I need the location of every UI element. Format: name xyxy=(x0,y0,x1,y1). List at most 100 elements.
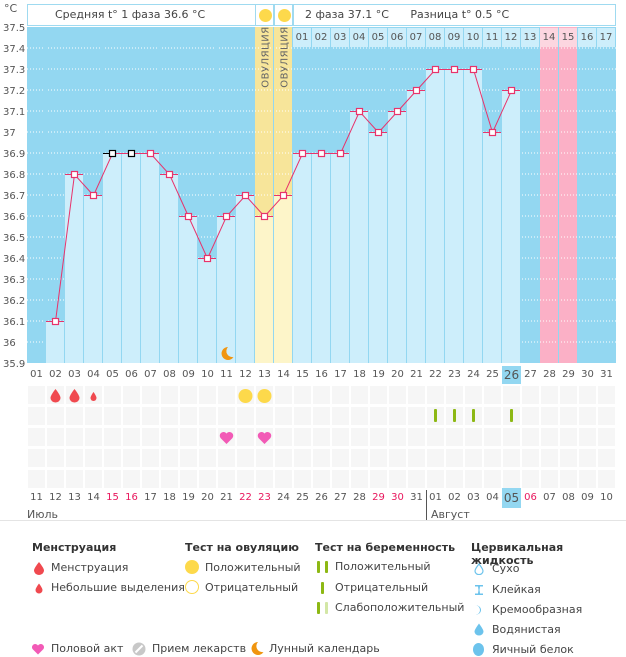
calendar-date-label[interactable]: 24 xyxy=(277,492,290,503)
cycle-day-label[interactable]: 28 xyxy=(543,369,556,380)
event-cell xyxy=(313,428,330,446)
phase2-day-label: 15 xyxy=(559,28,577,47)
temperature-bar xyxy=(65,174,83,363)
calendar-date-label[interactable]: 30 xyxy=(391,492,404,503)
cycle-day-label[interactable]: 01 xyxy=(30,369,43,380)
cycle-day-label[interactable]: 20 xyxy=(391,369,404,380)
event-cell xyxy=(180,407,197,425)
y-tick-label: 36.9 xyxy=(3,149,25,160)
bbt-chart: 37.5 37.4 37.3 37.2 37.1 37 36.9 36.8 36.7 36.6 36… xyxy=(3,23,616,370)
cycle-day-label[interactable]: 16 xyxy=(315,369,328,380)
calendar-date-label[interactable]: 01 xyxy=(429,492,442,503)
phase1-average: Средняя t° 1 фаза 36.6 °C xyxy=(27,4,256,26)
calendar-date-label[interactable]: 20 xyxy=(201,492,214,503)
legend-pregnancy-negative: Отрицательный xyxy=(335,581,429,594)
month-separator xyxy=(426,490,427,520)
y-tick-label: 36.3 xyxy=(3,275,25,286)
calendar-date-label[interactable]: 15 xyxy=(106,492,119,503)
event-cell xyxy=(408,386,425,404)
event-cell xyxy=(503,449,520,467)
cycle-day-label[interactable]: 02 xyxy=(49,369,62,380)
cycle-day-label[interactable]: 25 xyxy=(486,369,499,380)
event-cell xyxy=(370,470,387,488)
event-cell xyxy=(142,407,159,425)
calendar-date-label[interactable]: 14 xyxy=(87,492,100,503)
cycle-day-label[interactable]: 24 xyxy=(467,369,480,380)
event-cell xyxy=(522,470,539,488)
light-discharge-drop-icon xyxy=(90,392,97,401)
cycle-day-label[interactable]: 10 xyxy=(201,369,214,380)
calendar-date-label[interactable]: 09 xyxy=(581,492,594,503)
pregnancy-negative-icon xyxy=(453,409,456,422)
cycle-day-label[interactable]: 21 xyxy=(410,369,423,380)
temperature-bar xyxy=(331,153,349,363)
cycle-day-label[interactable]: 07 xyxy=(144,369,157,380)
calendar-date-label[interactable]: 31 xyxy=(410,492,423,503)
calendar-date-label[interactable]: 19 xyxy=(182,492,195,503)
calendar-date-label[interactable]: 17 xyxy=(144,492,157,503)
event-cell xyxy=(484,386,501,404)
calendar-date-label[interactable]: 22 xyxy=(239,492,252,503)
cycle-day-label[interactable]: 18 xyxy=(353,369,366,380)
today-cycle-day-label[interactable]: 26 xyxy=(502,366,521,384)
cycle-day-label[interactable]: 06 xyxy=(125,369,138,380)
cycle-day-label[interactable]: 27 xyxy=(524,369,537,380)
y-tick-label: 36.8 xyxy=(3,170,25,181)
cycle-day-label[interactable]: 03 xyxy=(68,369,81,380)
temperature-point xyxy=(241,191,250,200)
event-cell xyxy=(560,386,577,404)
today-date-label[interactable]: 05 xyxy=(502,488,521,508)
cycle-day-label[interactable]: 23 xyxy=(448,369,461,380)
month-july: Июль xyxy=(27,508,59,521)
calendar-date-label[interactable]: 11 xyxy=(30,492,43,503)
cycle-day-label[interactable]: 09 xyxy=(182,369,195,380)
pregnancy-negative-icon xyxy=(321,582,324,594)
cycle-day-label[interactable]: 22 xyxy=(429,369,442,380)
calendar-date-label[interactable]: 29 xyxy=(372,492,385,503)
cycle-day-label[interactable]: 04 xyxy=(87,369,100,380)
moon-icon xyxy=(221,347,234,360)
event-cell xyxy=(275,428,292,446)
calendar-date-label[interactable]: 26 xyxy=(315,492,328,503)
calendar-date-label[interactable]: 28 xyxy=(353,492,366,503)
cycle-day-label[interactable]: 17 xyxy=(334,369,347,380)
calendar-date-label[interactable]: 27 xyxy=(334,492,347,503)
event-cell xyxy=(598,470,615,488)
calendar-date-label[interactable]: 08 xyxy=(562,492,575,503)
cycle-day-label[interactable]: 19 xyxy=(372,369,385,380)
cycle-day-label[interactable]: 31 xyxy=(600,369,613,380)
cycle-day-label[interactable]: 29 xyxy=(562,369,575,380)
calendar-date-label[interactable]: 18 xyxy=(163,492,176,503)
cycle-day-label[interactable]: 15 xyxy=(296,369,309,380)
cycle-day-label[interactable]: 08 xyxy=(163,369,176,380)
cycle-day-label[interactable]: 11 xyxy=(220,369,233,380)
event-cell xyxy=(579,449,596,467)
event-cell xyxy=(180,470,197,488)
event-cell xyxy=(123,470,140,488)
event-cell xyxy=(484,449,501,467)
cycle-day-label[interactable]: 14 xyxy=(277,369,290,380)
calendar-date-label[interactable]: 16 xyxy=(125,492,138,503)
calendar-date-label[interactable]: 07 xyxy=(543,492,556,503)
calendar-date-label[interactable]: 25 xyxy=(296,492,309,503)
calendar-date-label[interactable]: 04 xyxy=(486,492,499,503)
temperature-point xyxy=(51,317,60,326)
calendar-date-label[interactable]: 12 xyxy=(49,492,62,503)
calendar-date-label[interactable]: 03 xyxy=(467,492,480,503)
phase2-day-label: 11 xyxy=(483,28,501,47)
calendar-date-label[interactable]: 13 xyxy=(68,492,81,503)
calendar-date-label[interactable]: 02 xyxy=(448,492,461,503)
calendar-date-label[interactable]: 06 xyxy=(524,492,537,503)
temperature-bar xyxy=(369,132,387,363)
cycle-day-label[interactable]: 13 xyxy=(258,369,271,380)
event-cell xyxy=(66,428,83,446)
event-cell xyxy=(180,386,197,404)
calendar-date-label[interactable]: 21 xyxy=(220,492,233,503)
calendar-date-label[interactable]: 10 xyxy=(600,492,613,503)
temperature-point xyxy=(488,128,497,137)
cycle-day-label[interactable]: 05 xyxy=(106,369,119,380)
cycle-day-label[interactable]: 12 xyxy=(239,369,252,380)
event-cell xyxy=(161,386,178,404)
cycle-day-label[interactable]: 30 xyxy=(581,369,594,380)
calendar-date-label[interactable]: 23 xyxy=(258,492,271,503)
